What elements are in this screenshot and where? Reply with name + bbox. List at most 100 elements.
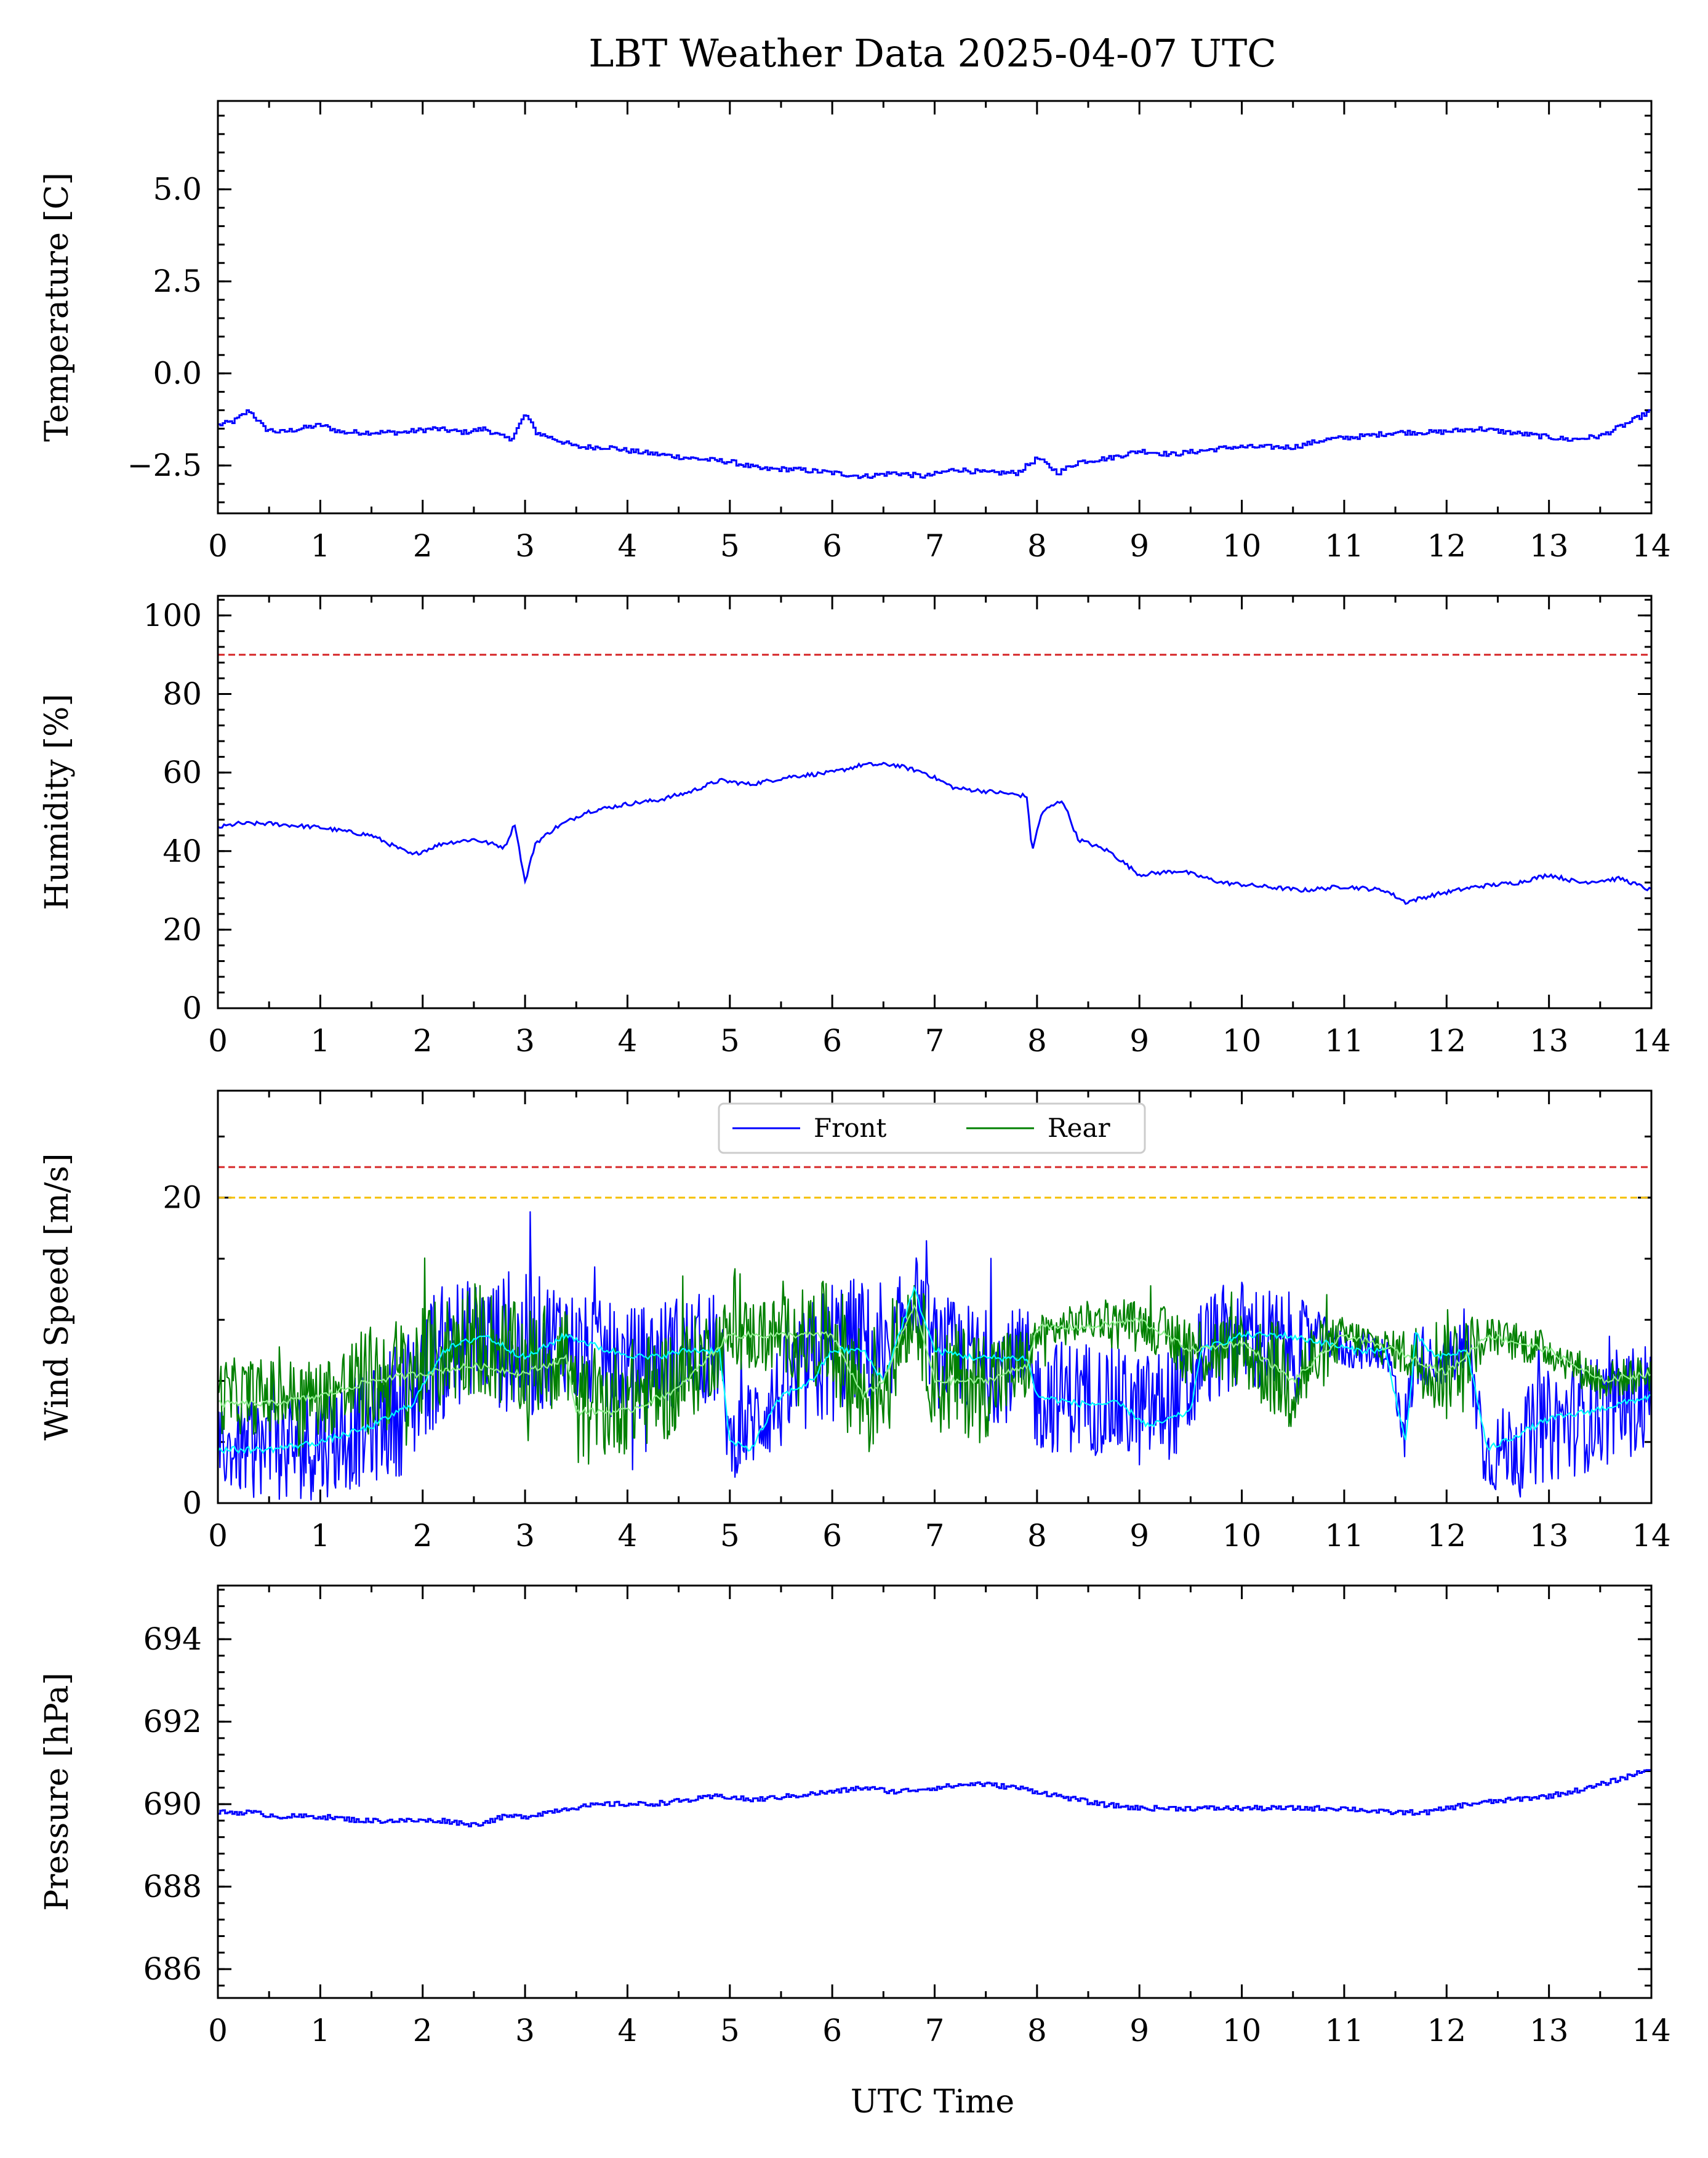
y-tick-label: 2.5 <box>153 263 202 299</box>
y-tick-label: 694 <box>143 1621 202 1657</box>
x-tick-label: 0 <box>208 1023 228 1059</box>
x-tick-label: 4 <box>618 2013 638 2048</box>
legend-label: Front <box>814 1113 887 1143</box>
legend <box>718 1102 1146 1154</box>
x-tick-label: 8 <box>1027 1518 1047 1554</box>
plot-frame <box>217 100 1653 515</box>
pressure-panel: 0 1 2 3 4 5 6 7 8 9 10 11 12 13 14686688690692694Press… <box>39 1584 1671 2048</box>
x-tick-label: 5 <box>720 528 740 564</box>
x-tick-label: 8 <box>1027 1023 1047 1059</box>
x-tick-label: 10 <box>1222 2013 1262 2048</box>
x-tick-label: 4 <box>618 1518 638 1554</box>
y-axis-title: Humidity [%] <box>39 694 76 910</box>
x-tick-label: 7 <box>925 2013 945 2048</box>
figure-title: LBT Weather Data 2025-04-07 UTC <box>588 31 1276 76</box>
y-tick-label: 686 <box>143 1951 202 1987</box>
y-tick-label: 80 <box>162 676 202 712</box>
y-tick-label: 688 <box>143 1869 202 1904</box>
x-tick-label: 14 <box>1632 1518 1671 1554</box>
x-tick-label: 6 <box>822 1518 842 1554</box>
y-tick-label: 0 <box>182 1485 202 1521</box>
y-tick-label: 40 <box>162 833 202 869</box>
x-tick-label: 1 <box>310 1518 330 1554</box>
x-tick-label: 0 <box>208 1518 228 1554</box>
y-tick-label: 692 <box>143 1704 202 1739</box>
y-axis-title: Wind Speed [m/s] <box>39 1153 76 1441</box>
x-tick-label: 3 <box>515 1518 535 1554</box>
x-tick-label: 13 <box>1530 1023 1569 1059</box>
x-tick-label: 1 <box>310 2013 330 2048</box>
x-tick-label: 2 <box>413 1023 433 1059</box>
x-tick-label: 4 <box>618 1023 638 1059</box>
x-tick-label: 11 <box>1325 528 1364 564</box>
x-tick-label: 0 <box>208 2013 228 2048</box>
temperature-panel: 0 1 2 3 4 5 6 7 8 9 10 11 12 13 145.02.50.0−2.5Tempera… <box>39 100 1671 564</box>
x-tick-label: 14 <box>1632 1023 1671 1059</box>
x-tick-label: 10 <box>1222 1023 1262 1059</box>
x-tick-label: 11 <box>1325 2013 1364 2048</box>
y-axis-title: Pressure [hPa] <box>39 1672 76 1911</box>
plot-frame <box>217 1584 1653 1999</box>
x-tick-label: 5 <box>720 1023 740 1059</box>
x-tick-label: 12 <box>1427 1023 1466 1059</box>
x-tick-label: 8 <box>1027 528 1047 564</box>
x-tick-label: 12 <box>1427 528 1466 564</box>
x-tick-label: 6 <box>822 2013 842 2048</box>
x-tick-label: 2 <box>413 2013 433 2048</box>
series-line-avg <box>218 1285 1651 1454</box>
y-tick-label: 0.0 <box>153 356 202 391</box>
x-tick-label: 2 <box>413 1518 433 1554</box>
x-tick-label: 10 <box>1222 528 1262 564</box>
y-tick-label: 690 <box>143 1786 202 1822</box>
plot-frame <box>217 1089 1653 1504</box>
y-axis-title: Temperature [C] <box>39 172 76 442</box>
series-line <box>218 761 1651 905</box>
series-line <box>218 1767 1651 1827</box>
series-line-avg <box>218 1304 1651 1416</box>
series-line <box>218 408 1651 479</box>
x-tick-label: 7 <box>925 528 945 564</box>
x-tick-label: 9 <box>1129 528 1149 564</box>
x-tick-label: 1 <box>310 1023 330 1059</box>
x-tick-label: 10 <box>1222 1518 1262 1554</box>
y-tick-label: 60 <box>162 755 202 790</box>
x-axis-title: UTC Time <box>851 2084 1014 2120</box>
y-tick-label: 100 <box>143 598 202 633</box>
x-tick-label: 9 <box>1129 2013 1149 2048</box>
x-tick-label: 3 <box>515 528 535 564</box>
x-tick-label: 14 <box>1632 528 1671 564</box>
x-tick-label: 12 <box>1427 2013 1466 2048</box>
x-tick-label: 7 <box>925 1023 945 1059</box>
x-tick-label: 5 <box>720 1518 740 1554</box>
x-tick-label: 6 <box>822 528 842 564</box>
x-tick-label: 5 <box>720 2013 740 2048</box>
x-tick-label: 12 <box>1427 1518 1466 1554</box>
x-tick-label: 4 <box>618 528 638 564</box>
y-tick-label: 0 <box>182 990 202 1026</box>
x-tick-label: 11 <box>1325 1518 1364 1554</box>
y-tick-label: 20 <box>162 1180 202 1216</box>
y-tick-label: 5.0 <box>153 172 202 207</box>
y-tick-label: 20 <box>162 912 202 947</box>
y-tick-label: −2.5 <box>127 447 202 483</box>
x-tick-label: 6 <box>822 1023 842 1059</box>
x-tick-label: 1 <box>310 528 330 564</box>
x-tick-label: 2 <box>413 528 433 564</box>
x-tick-label: 13 <box>1530 2013 1569 2048</box>
x-tick-label: 3 <box>515 1023 535 1059</box>
x-tick-label: 11 <box>1325 1023 1364 1059</box>
x-tick-label: 9 <box>1129 1518 1149 1554</box>
x-tick-label: 13 <box>1530 528 1569 564</box>
series-line-rear <box>218 1257 1651 1465</box>
x-tick-label: 7 <box>925 1518 945 1554</box>
legend-label: Rear <box>1048 1113 1111 1143</box>
humidity-panel: 0 1 2 3 4 5 6 7 8 9 10 11 12 13 14020406080100Humidity… <box>39 595 1671 1059</box>
x-tick-label: 14 <box>1632 2013 1671 2048</box>
plot-frame <box>217 595 1653 1009</box>
x-tick-label: 9 <box>1129 1023 1149 1059</box>
x-tick-label: 0 <box>208 528 228 564</box>
x-tick-label: 13 <box>1530 1518 1569 1554</box>
